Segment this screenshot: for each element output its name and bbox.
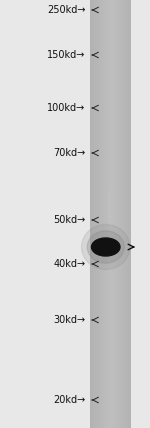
Ellipse shape (82, 225, 130, 270)
Text: 20kd→: 20kd→ (53, 395, 86, 405)
Ellipse shape (87, 231, 124, 263)
Text: 150kd→: 150kd→ (47, 50, 86, 60)
Text: 100kd→: 100kd→ (47, 103, 86, 113)
Text: 50kd→: 50kd→ (53, 215, 86, 225)
Text: 40kd→: 40kd→ (53, 259, 86, 269)
Text: www.ptglab.com: www.ptglab.com (108, 188, 113, 240)
Text: 70kd→: 70kd→ (53, 148, 86, 158)
Ellipse shape (92, 238, 120, 256)
Text: 250kd→: 250kd→ (47, 5, 86, 15)
Text: 30kd→: 30kd→ (53, 315, 86, 325)
